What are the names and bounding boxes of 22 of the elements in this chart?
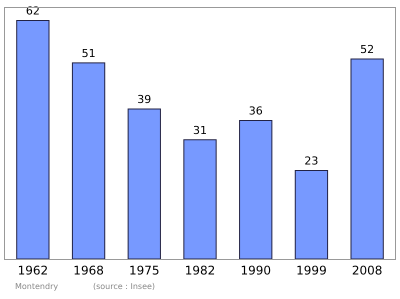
bar bbox=[294, 170, 328, 259]
data-label: 36 bbox=[248, 104, 263, 118]
bar bbox=[183, 139, 217, 259]
bar bbox=[350, 58, 384, 259]
text: (source : Insee) bbox=[93, 282, 156, 291]
bar bbox=[239, 120, 272, 259]
text: Montendry bbox=[15, 282, 58, 291]
x-tick-label: 1975 bbox=[129, 263, 160, 278]
data-label: 51 bbox=[82, 46, 96, 60]
bar bbox=[128, 108, 161, 259]
data-label: 31 bbox=[193, 124, 207, 137]
data-label: 52 bbox=[360, 43, 374, 56]
x-tick-label: 1982 bbox=[184, 263, 216, 278]
x-tick-label: 2008 bbox=[352, 263, 382, 278]
bar bbox=[72, 62, 106, 259]
bar bbox=[16, 20, 50, 259]
x-tick-label: 1990 bbox=[240, 263, 271, 278]
x-tick-label: 1999 bbox=[296, 263, 327, 278]
data-label: 39 bbox=[137, 93, 152, 106]
x-tick-label: 1962 bbox=[18, 263, 48, 278]
data-label: 23 bbox=[304, 154, 318, 168]
x-tick-label: 1968 bbox=[73, 263, 104, 278]
